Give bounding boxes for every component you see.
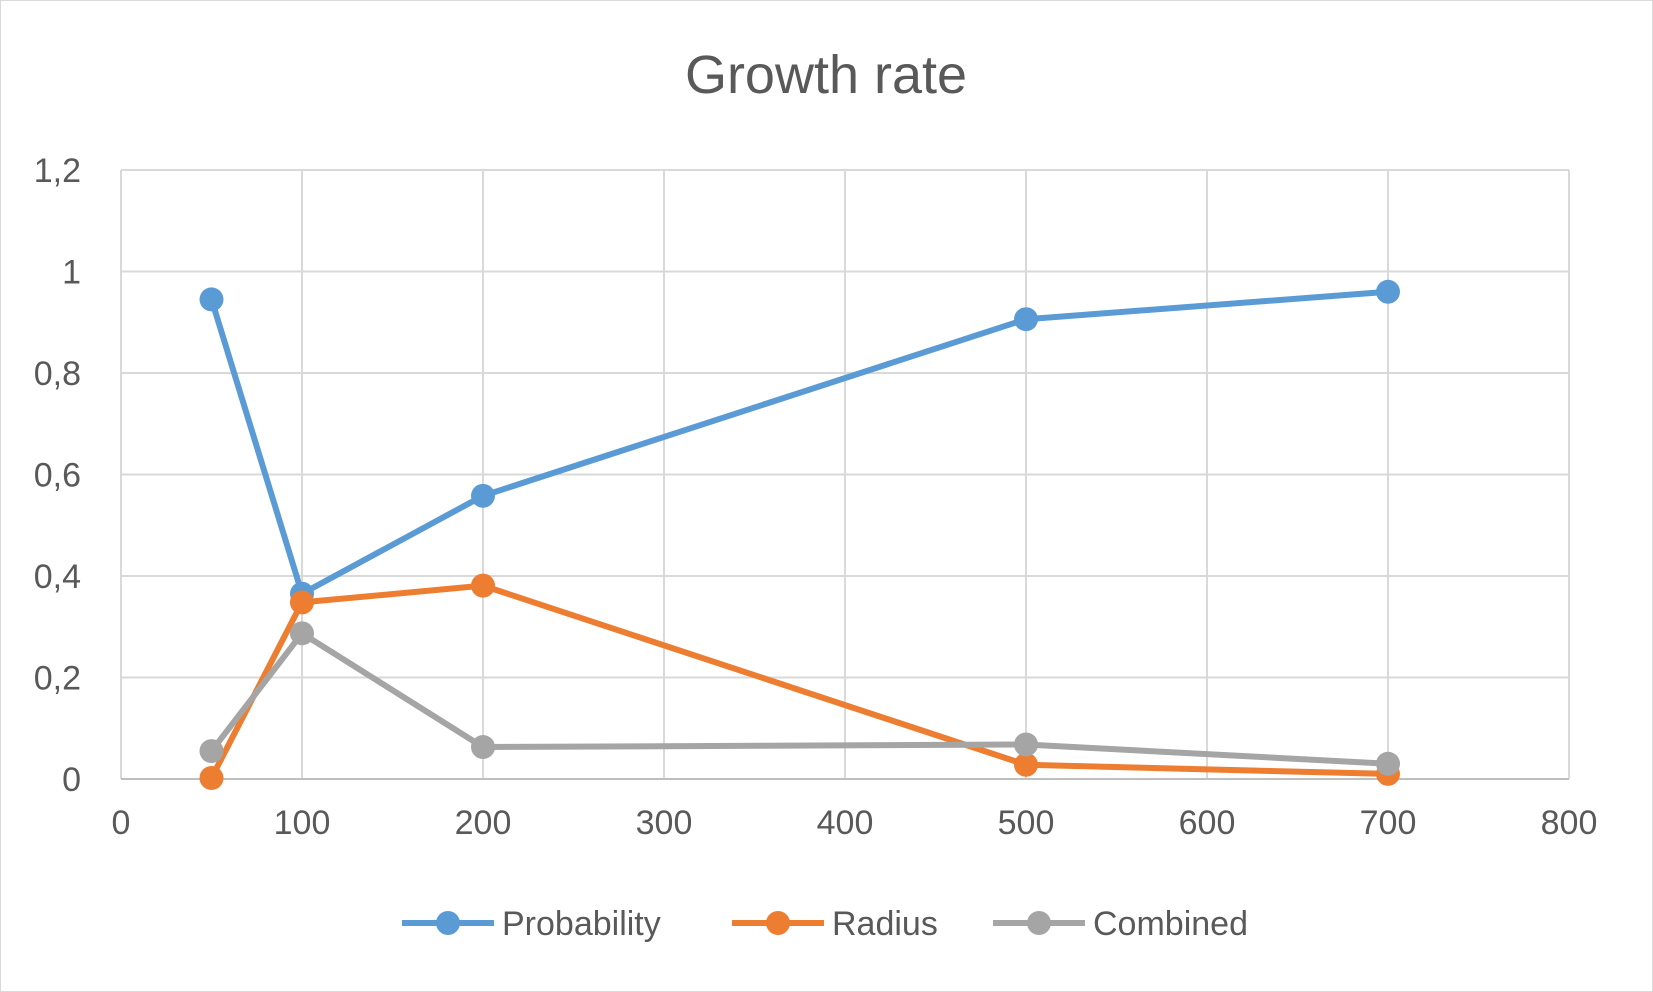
legend[interactable]: Probability Radius Combined (402, 905, 1248, 943)
data-point-probability (1014, 307, 1038, 332)
y-tick-label: 0,2 (34, 660, 81, 698)
data-point-combined (471, 735, 495, 760)
x-tick-label: 100 (274, 804, 331, 842)
x-tick-label: 500 (998, 804, 1055, 842)
data-point-combined (1014, 732, 1038, 757)
x-tick-label: 200 (455, 804, 512, 842)
y-tick-label: 1 (62, 254, 81, 292)
legend-item-probability[interactable]: Probability (402, 905, 661, 943)
y-tick-label: 0,8 (34, 355, 81, 393)
data-point-radius (471, 573, 495, 598)
series-line-combined (208, 630, 1391, 767)
data-point-probability (1376, 279, 1400, 304)
x-tick-label: 0 (112, 804, 131, 842)
legend-item-combined[interactable]: Combined (993, 905, 1248, 943)
data-point-radius (290, 590, 314, 615)
legend-marker-combined (1027, 911, 1051, 935)
legend-label-radius: Radius (832, 905, 938, 943)
legend-label-probability: Probability (502, 905, 661, 943)
x-tick-label: 700 (1360, 804, 1417, 842)
data-point-radius (1014, 752, 1038, 777)
x-tick-label: 800 (1541, 804, 1598, 842)
y-tick-label: 0,6 (34, 457, 81, 495)
legend-label-combined: Combined (1093, 905, 1248, 943)
legend-marker-radius (766, 911, 790, 935)
y-axis-ticks: 0 0,2 0,4 0,6 0,8 1 1,2 (34, 152, 81, 799)
legend-marker-probability (436, 911, 460, 935)
data-point-combined (1376, 751, 1400, 776)
x-tick-label: 400 (817, 804, 874, 842)
data-point-probability (199, 287, 224, 312)
x-tick-label: 600 (1179, 804, 1236, 842)
series-line-probability (208, 288, 1391, 597)
x-tick-label: 300 (636, 804, 693, 842)
data-point-probability (471, 483, 495, 508)
data-point-combined (290, 621, 314, 646)
x-axis-ticks: 0 100 200 300 400 500 600 700 800 (112, 804, 1598, 842)
y-tick-label: 0 (62, 761, 81, 799)
data-point-combined (199, 739, 224, 764)
series-line-radius (208, 582, 1391, 781)
data-point-radius (199, 765, 224, 790)
series-layer (199, 279, 1400, 790)
gridlines (121, 169, 1570, 779)
y-tick-label: 0,4 (34, 558, 81, 596)
chart-title: Growth rate (685, 45, 967, 105)
axes (120, 170, 1569, 780)
y-tick-label: 1,2 (34, 152, 81, 190)
legend-item-radius[interactable]: Radius (732, 905, 938, 943)
